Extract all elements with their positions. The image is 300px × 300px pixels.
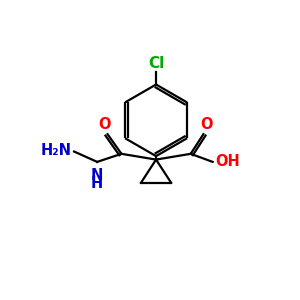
Text: Cl: Cl [148, 56, 164, 70]
Text: H: H [91, 176, 103, 191]
Text: OH: OH [215, 154, 240, 169]
Text: O: O [98, 117, 110, 132]
Text: O: O [200, 117, 212, 132]
Text: N: N [91, 168, 103, 183]
Text: H₂N: H₂N [41, 143, 72, 158]
